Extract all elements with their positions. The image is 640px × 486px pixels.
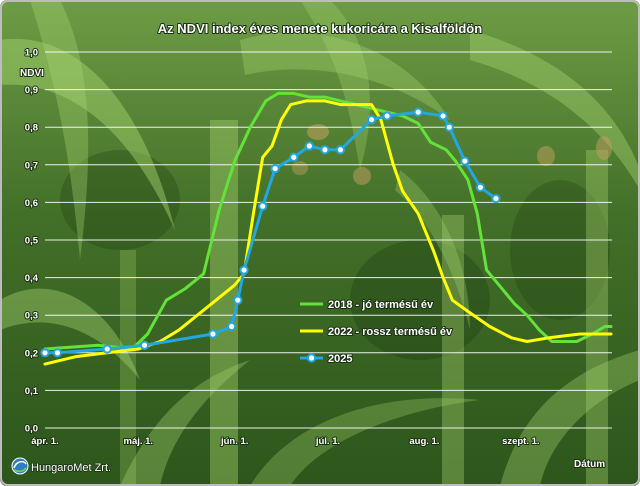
- x-tick-label: aug. 1.: [409, 436, 439, 447]
- y-tick-label: 1,0: [25, 48, 38, 59]
- corn-stalk: [586, 150, 608, 486]
- legend: 2018 - jó termésű év 2022 - rossz termésű…: [300, 298, 454, 366]
- series-line-2022: [43, 99, 613, 366]
- x-tick-label: máj. 1.: [124, 436, 154, 447]
- data-point-2025: [239, 265, 249, 275]
- logo-text: HungaroMet Zrt.: [31, 462, 111, 474]
- corn-leaf: [240, 32, 450, 120]
- x-tick-label: júl. 1.: [315, 436, 340, 447]
- data-point-2025: [475, 182, 485, 192]
- corn-silk: [307, 124, 329, 140]
- y-tick-label: 0,9: [25, 85, 38, 96]
- corn-leaf: [500, 350, 640, 486]
- legend-marker-2025: [306, 353, 317, 363]
- corn-leaf: [120, 360, 250, 486]
- data-point-2025: [139, 340, 150, 350]
- data-point-2025: [335, 145, 346, 155]
- hungaromet-logo: HungaroMet Zrt.: [11, 457, 112, 475]
- data-point-2025: [52, 348, 63, 358]
- series-2018: [43, 91, 613, 351]
- y-tick-label: 0,1: [25, 386, 39, 397]
- data-point-2025: [438, 111, 448, 121]
- series-lines: [40, 91, 613, 366]
- data-point-2025: [40, 348, 50, 358]
- y-tick-label: 0,5: [25, 236, 39, 247]
- data-point-2025: [289, 152, 299, 162]
- legend-item-2022: 2022 - rossz termésű év: [300, 325, 454, 339]
- data-point-2025: [304, 141, 314, 151]
- data-point-2025: [270, 163, 280, 174]
- data-point-2025: [382, 111, 392, 121]
- corn-leaf: [470, 30, 640, 190]
- y-tick-label: 0,8: [25, 123, 38, 134]
- corn-silk: [292, 161, 308, 175]
- x-tick-label: szept. 1.: [502, 436, 540, 447]
- series-line-2018: [43, 91, 613, 351]
- data-point-2025: [226, 321, 237, 332]
- y-tick-label: 0,7: [25, 160, 38, 171]
- x-axis-label: Dátum: [574, 459, 605, 470]
- corn-stalk: [442, 215, 464, 486]
- legend-label-2022: 2022 - rossz termésű év: [328, 326, 453, 338]
- x-tick-label: jún. 1.: [220, 436, 248, 447]
- logo-icon-swirl: [13, 460, 27, 469]
- background-shadow: [60, 150, 180, 250]
- corn-stalk: [120, 250, 136, 486]
- gridlines: [45, 51, 612, 429]
- y-tick-label: 0,6: [25, 198, 38, 209]
- data-point-2025: [233, 295, 243, 305]
- corn-leaf: [0, 38, 175, 230]
- x-axis-tick-labels: ápr. 1. máj. 1. jún. 1. júl. 1. aug. 1. szept…: [30, 435, 540, 448]
- corn-leaf: [0, 288, 140, 380]
- legend-label-2025: 2025: [328, 353, 352, 365]
- corn-leaf: [250, 398, 480, 486]
- corn-silk: [596, 136, 612, 160]
- background-shadow: [350, 240, 490, 360]
- background-shadow: [510, 180, 610, 320]
- y-axis-label: NDVI: [20, 68, 44, 79]
- y-tick-label: 0,2: [25, 348, 38, 359]
- series-2025: [40, 107, 501, 358]
- data-point-2025: [208, 329, 218, 339]
- data-point-2025: [413, 107, 423, 117]
- legend-item-2025: 2025: [300, 352, 353, 366]
- corn-silk: [537, 146, 555, 166]
- series-2022: [43, 99, 613, 366]
- data-point-2025: [366, 115, 377, 125]
- data-point-2025: [444, 122, 454, 132]
- x-tick-label: ápr. 1.: [31, 436, 58, 447]
- legend-label-2018: 2018 - jó termésű év: [328, 299, 434, 311]
- data-point-2025: [102, 344, 112, 354]
- series-line-2025: [43, 110, 498, 355]
- data-point-2025: [258, 201, 268, 211]
- corn-silk: [353, 167, 371, 185]
- chart-title: Az NDVI index éves menete kukoricára a K…: [158, 21, 482, 36]
- legend-item-2018: 2018 - jó termésű év: [300, 298, 435, 312]
- data-point-2025: [320, 145, 330, 155]
- corn-leaf: [30, 0, 89, 260]
- y-tick-label: 0,0: [25, 424, 38, 435]
- logo-icon-swirl: [13, 467, 27, 473]
- corn-leaf: [395, 170, 470, 330]
- y-tick-label: 0,4: [25, 273, 39, 284]
- data-point-2025: [491, 194, 501, 204]
- data-point-2025: [460, 156, 470, 166]
- y-tick-label: 0,3: [25, 311, 38, 322]
- y-axis-tick-labels: 0,0 0,1 0,2 0,3 0,4 0,5 0,6 0,7 0,8 0,9 1,0: [24, 47, 40, 436]
- hungaromet-logo-icon: [11, 457, 29, 475]
